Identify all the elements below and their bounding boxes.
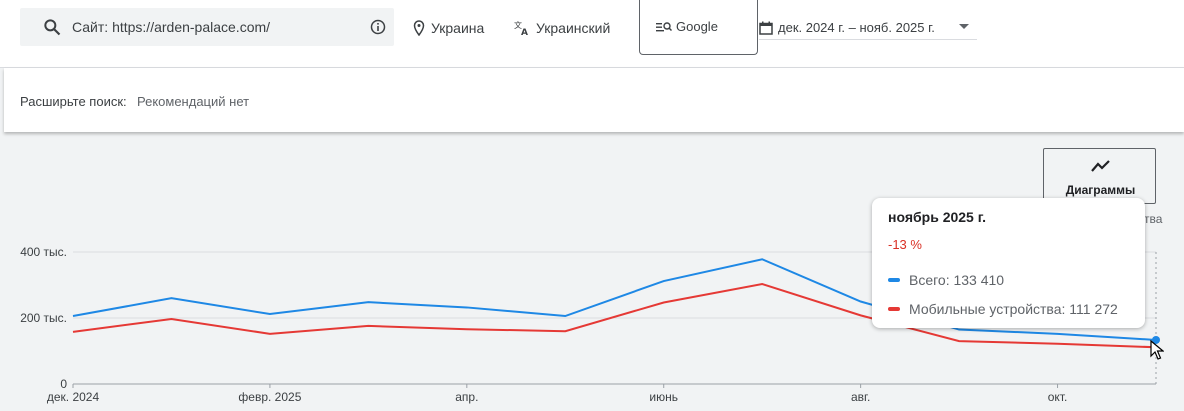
tooltip-row-total: Всего: 133 410	[888, 272, 1004, 288]
location-pin-icon	[413, 20, 425, 36]
x-axis-labels: дек. 2024 февр. 2025 апр. июнь авг. окт.	[47, 390, 1067, 404]
series-line-1	[72, 282, 1157, 349]
svg-text:文: 文	[514, 20, 522, 30]
x-tick-label: авг.	[851, 390, 870, 404]
series-line-0	[72, 258, 1157, 341]
search-list-icon	[656, 21, 672, 31]
chart-tooltip: ноябрь 2025 г. -13 % Всего: 133 410 Моби…	[872, 198, 1145, 328]
x-tick-label: дек. 2024	[47, 390, 100, 404]
chart-lines	[72, 258, 1157, 349]
y-tick-label: 0	[60, 377, 67, 391]
x-tick-label: апр.	[455, 390, 478, 404]
calendar-icon	[759, 21, 773, 35]
chevron-down-icon	[959, 24, 969, 29]
x-tick-label: окт.	[1048, 390, 1068, 404]
charts-button[interactable]: Диаграммы	[1043, 148, 1156, 204]
search-engine-selector[interactable]: Google	[639, 0, 758, 55]
expand-search-panel: Расширьте поиск: Рекомендаций нет	[4, 68, 1184, 132]
search-input[interactable]: Сайт: https://arden-palace.com/	[72, 19, 271, 35]
region-label: Украина	[431, 20, 485, 36]
date-range-selector[interactable]: дек. 2024 г. – нояб. 2025 г.	[759, 16, 977, 40]
y-axis-labels: 0 200 тыс. 400 тыс.	[20, 245, 67, 391]
series-swatch-total	[888, 278, 900, 282]
expand-search-label: Расширьте поиск:	[20, 94, 127, 109]
charts-button-label: Диаграммы	[1065, 183, 1136, 197]
hover-marker	[1152, 335, 1160, 344]
top-bar: Сайт: https://arden-palace.com/ Украина …	[0, 0, 1184, 68]
translate-icon: 文A	[514, 20, 528, 36]
series-swatch-mobile	[888, 307, 900, 311]
search-box[interactable]: Сайт: https://arden-palace.com/	[20, 8, 394, 46]
engine-label: Google	[676, 19, 718, 34]
tooltip-title: ноябрь 2025 г.	[888, 209, 987, 225]
region-filter[interactable]: Украина	[413, 18, 484, 38]
trending-line-icon	[1091, 160, 1110, 172]
svg-text:A: A	[521, 28, 528, 36]
tooltip-row-total-label: Всего: 133 410	[909, 272, 1005, 288]
tooltip-row-mobile: Мобильные устройства: 111 272	[888, 301, 1118, 317]
chart-marker	[1152, 335, 1160, 344]
x-tick-label: июнь	[649, 390, 678, 404]
language-label: Украинский	[536, 20, 611, 36]
y-tick-label: 200 тыс.	[20, 311, 67, 325]
y-tick-label: 400 тыс.	[20, 245, 67, 259]
recommendations-value: Рекомендаций нет	[137, 94, 250, 109]
x-tick-label: февр. 2025	[238, 390, 301, 404]
tooltip-row-mobile-label: Мобильные устройства: 111 272	[909, 301, 1118, 317]
date-range-label: дек. 2024 г. – нояб. 2025 г.	[778, 20, 935, 35]
trend-chart: 0 200 тыс. 400 тыс. дек. 2024 февр. 2025 апр…	[20, 245, 1160, 404]
info-icon[interactable]	[370, 19, 386, 35]
tooltip-change: -13 %	[888, 237, 922, 252]
mouse-cursor-icon	[1150, 340, 1164, 360]
search-icon	[44, 19, 61, 36]
